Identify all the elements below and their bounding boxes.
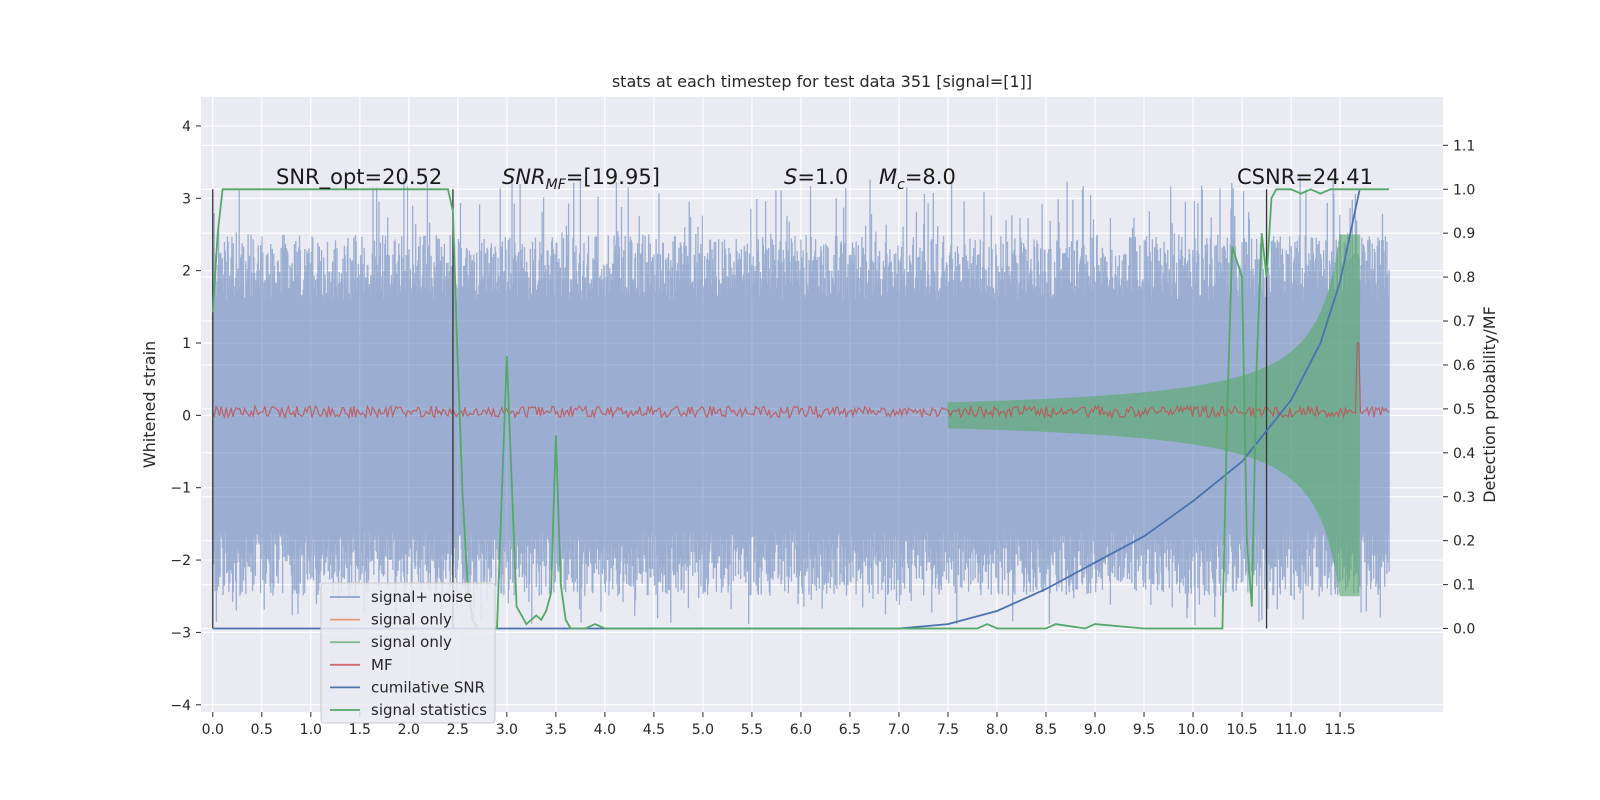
y-right-tick-label: 0.0 — [1453, 622, 1475, 638]
y-tick-label: 3 — [182, 191, 191, 207]
y-right-tick-label: 0.3 — [1453, 490, 1475, 506]
s-symbol: S — [784, 165, 797, 189]
annotation-s: S=1.0 — [784, 165, 848, 189]
y-right-tick-label: 0.7 — [1453, 314, 1475, 330]
y-axis-label-left: Whitened strain — [140, 341, 159, 468]
x-tick-label: 3.0 — [496, 722, 518, 738]
x-tick-label: 6.5 — [839, 722, 861, 738]
x-tick-label: 7.5 — [937, 722, 959, 738]
y-right-tick-label: 0.6 — [1453, 358, 1475, 374]
y-tick-label: −1 — [170, 481, 191, 497]
x-tick-label: 5.0 — [692, 722, 714, 738]
y-tick-label: 2 — [182, 264, 191, 280]
x-tick-label: 1.0 — [300, 722, 322, 738]
y-right-tick-label: 0.1 — [1453, 578, 1475, 594]
legend-label: signal+ noise — [371, 588, 473, 606]
x-tick-label: 7.0 — [888, 722, 910, 738]
legend-label: signal statistics — [371, 701, 487, 719]
x-tick-label: 2.5 — [447, 722, 469, 738]
x-tick-label: 0.5 — [251, 722, 273, 738]
y-tick-label: −3 — [170, 625, 191, 641]
y-tick-label: −2 — [170, 553, 191, 569]
annotation-mc: Mc=8.0 — [879, 165, 956, 193]
mc-value: =8.0 — [905, 165, 956, 189]
x-tick-label: 1.5 — [349, 722, 371, 738]
mc-subscript: c — [897, 177, 905, 193]
y-right-tick-label: 0.4 — [1453, 446, 1475, 462]
legend-box — [320, 582, 496, 724]
y-right-tick-label: 0.9 — [1453, 226, 1475, 242]
x-tick-label: 8.0 — [986, 722, 1008, 738]
y-tick-label: 4 — [182, 119, 191, 135]
y-tick-label: −4 — [170, 698, 191, 714]
series-signal-only-green — [947, 234, 1361, 597]
x-tick-label: 0.0 — [202, 722, 224, 738]
x-tick-label: 6.0 — [790, 722, 812, 738]
x-tick-label: 10.0 — [1177, 722, 1208, 738]
y-tick-label: 0 — [182, 408, 191, 424]
legend-label: MF — [371, 656, 393, 674]
x-tick-label: 11.5 — [1324, 722, 1355, 738]
y-right-tick-label: 0.2 — [1453, 534, 1475, 550]
series-mf — [212, 342, 1390, 420]
legend-label: signal only — [371, 611, 452, 629]
x-tick-label: 5.5 — [741, 722, 763, 738]
series-cumulative-snr — [212, 189, 1361, 630]
annotation-snr-mf: SNRMF=[19.95] — [502, 165, 660, 193]
snr-mf-value: =[19.95] — [566, 165, 660, 189]
axis-ticks: 0.0 0.5 1.0 1.5 2.0 2.5 3.0 3.5 4.0 4.5 5.0 5.5 6.0 6… — [170, 119, 1475, 738]
annotation-csnr: CSNR=24.41 — [1237, 165, 1373, 189]
y-right-tick-label: 1.1 — [1453, 138, 1475, 154]
x-tick-label: 11.0 — [1275, 722, 1306, 738]
legend: signal+ noise signal only signal only MF cum… — [320, 582, 496, 724]
x-tick-label: 9.0 — [1084, 722, 1106, 738]
x-tick-label: 2.0 — [398, 722, 420, 738]
y-tick-label: 1 — [182, 336, 191, 352]
annotation-snr-opt: SNR_opt=20.52 — [276, 165, 442, 190]
x-tick-label: 4.0 — [594, 722, 616, 738]
y-right-tick-label: 0.5 — [1453, 402, 1475, 418]
x-tick-label: 8.5 — [1035, 722, 1057, 738]
s-value: =1.0 — [797, 165, 848, 189]
snr-mf-symbol: SNR — [502, 165, 546, 189]
legend-label: signal only — [371, 633, 452, 651]
chart-title: stats at each timestep for test data 351… — [612, 72, 1032, 91]
x-tick-label: 3.5 — [545, 722, 567, 738]
x-tick-label: 4.5 — [643, 722, 665, 738]
y-right-tick-label: 1.0 — [1453, 182, 1475, 198]
legend-label: cumilative SNR — [371, 678, 485, 696]
y-right-tick-label: 0.8 — [1453, 270, 1475, 286]
y-axis-label-right: Detection probability/MF — [1480, 306, 1499, 503]
x-tick-label: 10.5 — [1226, 722, 1257, 738]
x-tick-label: 9.5 — [1133, 722, 1155, 738]
snr-mf-subscript: MF — [546, 177, 567, 193]
mc-symbol: M — [879, 165, 897, 189]
